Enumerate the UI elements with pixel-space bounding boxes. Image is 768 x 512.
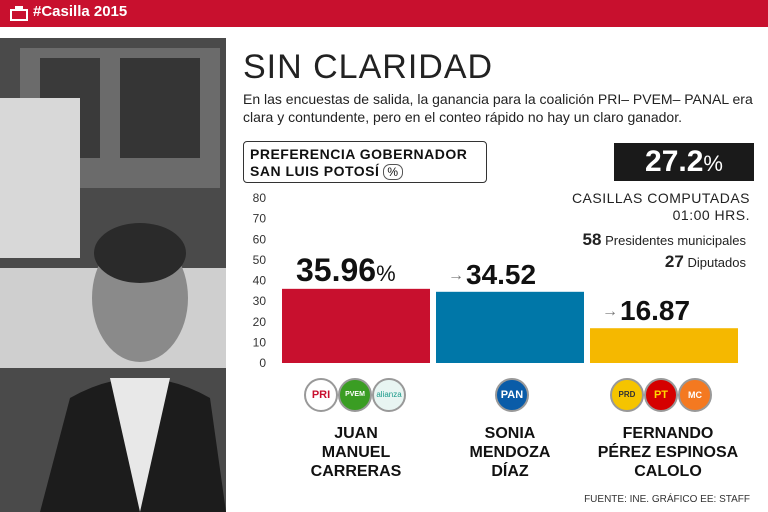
counted-label: CASILLAS COMPUTADAS 01:00 HRS. bbox=[571, 190, 750, 223]
logo-prd: PRD bbox=[610, 378, 644, 412]
candidate-photo bbox=[0, 38, 226, 512]
y-tick-label: 80 bbox=[253, 191, 267, 205]
bar-3 bbox=[590, 328, 738, 363]
page-title: SIN CLARIDAD bbox=[243, 48, 494, 86]
candidate-3-name: FERNANDO PÉREZ ESPINOSA CALOLO bbox=[597, 425, 739, 480]
chart-label: PREFERENCIA GOBERNADOR SAN LUIS POTOSÍ% bbox=[243, 141, 487, 183]
logo-alianza: alianza bbox=[372, 378, 406, 412]
counted-percent: 27.2% bbox=[614, 143, 754, 181]
bar-value-label: 16.87 bbox=[620, 295, 690, 326]
y-tick-label: 10 bbox=[253, 335, 267, 349]
subtitle: En las encuestas de salida, la ganancia … bbox=[243, 91, 753, 125]
logo-pt: PT bbox=[644, 378, 678, 412]
logo-pan: PAN bbox=[495, 378, 529, 412]
y-tick-label: 0 bbox=[259, 356, 266, 370]
source-footer: FUENTE: INE. GRÁFICO EE: STAFF bbox=[584, 494, 750, 505]
bar-value-label: 34.52 bbox=[466, 259, 536, 290]
arrow-icon: → bbox=[602, 303, 618, 320]
stat-diputados: 27 Diputados bbox=[664, 252, 746, 271]
logo-mc: MC bbox=[678, 378, 712, 412]
logo-pri: PRI bbox=[304, 378, 338, 412]
y-tick-label: 20 bbox=[253, 315, 267, 329]
photo-illustration bbox=[0, 38, 226, 512]
y-tick-label: 40 bbox=[253, 274, 267, 288]
bar-value-label: 35.96% bbox=[296, 252, 396, 288]
candidate-1-name: JUAN MANUEL CARRERAS bbox=[310, 425, 402, 480]
y-tick-label: 70 bbox=[253, 212, 267, 226]
arrow-icon: → bbox=[448, 267, 464, 284]
chart-label-line2: SAN LUIS POTOSÍ% bbox=[250, 163, 486, 181]
section-tag: #Casilla 2015 bbox=[33, 3, 128, 20]
y-tick-label: 50 bbox=[253, 253, 267, 267]
stat-municipal: 58 Presidentes municipales bbox=[582, 230, 746, 249]
bar-1 bbox=[282, 288, 430, 363]
logo-pvem: PVEM bbox=[338, 378, 372, 412]
unit-badge: % bbox=[383, 164, 403, 180]
candidate-2-name: SONIA MENDOZA DÍAZ bbox=[469, 425, 551, 480]
y-tick-label: 30 bbox=[253, 294, 267, 308]
header-bar: #Casilla 2015 bbox=[0, 0, 768, 27]
ballot-box-icon bbox=[10, 6, 28, 21]
y-tick-label: 60 bbox=[253, 232, 267, 246]
chart-label-line1: PREFERENCIA GOBERNADOR bbox=[250, 146, 468, 162]
bar-2 bbox=[436, 291, 584, 363]
